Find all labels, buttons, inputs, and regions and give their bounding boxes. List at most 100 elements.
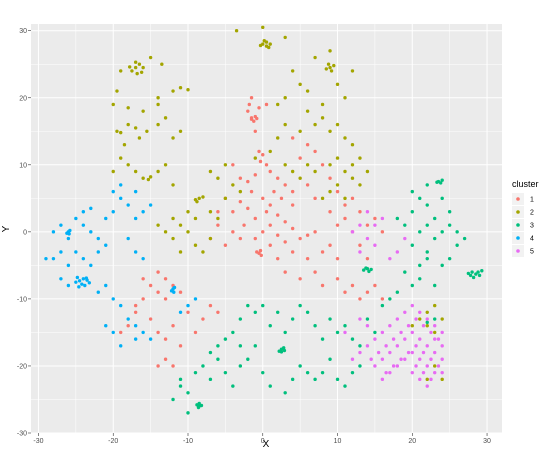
cluster-4-point [133,189,138,194]
cluster-2-point [268,149,272,154]
cluster-2-point [122,142,127,147]
cluster-1-point [252,119,256,123]
cluster-2-point [328,163,332,167]
cluster-2-point [313,169,317,174]
cluster-4-point [172,285,177,290]
cluster-5-point [395,344,400,348]
cluster-2-point [253,156,257,160]
cluster-1-point [305,142,310,147]
cluster-2-point [298,82,302,87]
cluster-1-point [380,297,385,301]
cluster-1-point [283,220,287,224]
cluster-2-point [283,96,287,100]
cluster-3-point [186,411,190,415]
cluster-2-point [171,236,175,241]
legend: 1 2 3 4 5 [512,193,534,257]
cluster-2-point [261,25,265,30]
cluster-2-point [418,317,422,321]
cluster-3-point [335,330,340,335]
cluster-5-point [403,236,407,241]
cluster-2-point [343,136,347,140]
cluster-4-point [178,310,183,315]
cluster-3-point [178,384,183,388]
cluster-5-point [358,350,362,355]
cluster-2-point [111,102,115,107]
cluster-3-point [196,405,201,410]
cluster-1-point [259,253,263,258]
x-tick-label: 30 [483,438,491,445]
cluster-5-point [429,330,433,335]
cluster-4-point [104,324,108,328]
cluster-4-point [81,277,86,281]
cluster-1-point [283,240,287,244]
cluster-4-point [89,263,93,268]
cluster-1-point [246,109,250,113]
cluster-3-point [471,275,476,280]
cluster-2-point [276,136,280,140]
cluster-4-point [111,297,115,301]
cluster-3-point [216,357,220,361]
cluster-1-point [283,270,287,274]
cluster-2-point [216,176,220,180]
cluster-4-point [141,330,145,335]
cluster-3-point [388,297,392,301]
cluster-2-point [127,65,132,69]
cluster-1-point [358,210,362,214]
cluster-5-point [436,364,441,368]
cluster-2-point [267,45,271,50]
cluster-2-point [163,116,168,120]
cluster-2-point [119,130,123,135]
cluster-2-point [133,65,138,70]
cluster-5-point [365,236,370,241]
cluster-3-point [477,273,482,278]
cluster-3-point [223,337,228,341]
cluster-1-point [335,277,340,281]
cluster-4-point [84,276,89,280]
cluster-5-point [373,337,377,341]
cluster-2-point [111,169,115,174]
cluster-5-point [350,230,355,234]
cluster-3-point [440,178,444,182]
cluster-2-point [135,71,139,76]
y-axis-ticks: -30 -20 -10 0 10 20 30 [17,28,31,438]
legend-key-cluster-4 [516,236,520,240]
cluster-1-point [231,163,235,167]
cluster-2-point [146,177,151,182]
cluster-2-point [290,69,295,73]
cluster-4-point [119,196,123,201]
cluster-2-point [425,324,429,328]
cluster-5-point [421,350,426,355]
cluster-2-point [201,195,205,199]
cluster-3-point [298,303,302,308]
cluster-2-point [283,35,287,40]
cluster-3-point [440,196,444,201]
cluster-1-point [358,297,362,301]
cluster-5-point [425,344,429,348]
cluster-5-point [358,317,362,321]
cluster-2-point [410,324,414,328]
cluster-2-point [137,136,142,140]
cluster-2-point [433,303,437,308]
cluster-2-point [216,216,220,221]
cluster-2-point [133,169,138,174]
cluster-3-point [470,270,474,274]
cluster-5-point [440,344,444,348]
cluster-2-point [262,39,266,43]
cluster-3-point [433,283,437,288]
cluster-5-point [433,370,437,375]
cluster-2-point [298,176,302,180]
cluster-5-point [433,350,437,355]
cluster-2-point [139,70,144,74]
cluster-2-point [133,60,138,64]
cluster-1-point [133,310,138,315]
cluster-2-point [119,69,123,73]
cluster-2-point [208,236,213,241]
cluster-1-point [298,156,302,160]
cluster-2-point [305,109,310,113]
cluster-4-point [96,290,100,294]
cluster-1-point [320,283,325,288]
cluster-1-point [264,210,269,214]
cluster-4-point [81,256,86,261]
cluster-4-point [111,189,115,194]
cluster-4-point [133,337,138,341]
